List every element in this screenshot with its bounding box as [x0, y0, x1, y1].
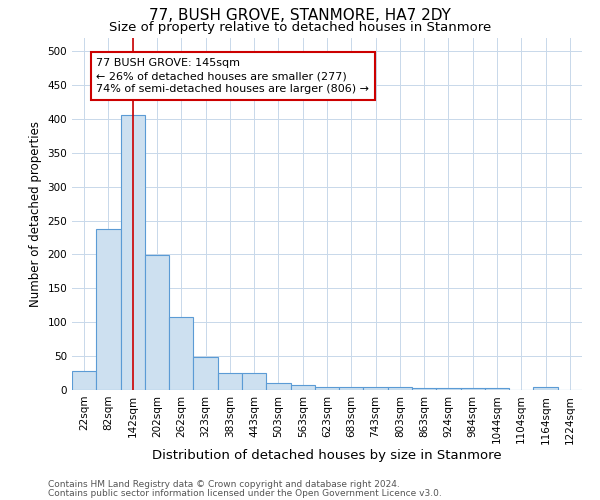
Bar	[388, 386, 412, 390]
Bar	[290, 384, 315, 390]
Bar	[72, 371, 96, 390]
Bar	[242, 373, 266, 390]
Bar	[533, 386, 558, 390]
Bar	[169, 318, 193, 390]
X-axis label: Distribution of detached houses by size in Stanmore: Distribution of detached houses by size …	[152, 449, 502, 462]
Text: Size of property relative to detached houses in Stanmore: Size of property relative to detached ho…	[109, 21, 491, 34]
Bar	[364, 386, 388, 390]
Text: 77 BUSH GROVE: 145sqm
← 26% of detached houses are smaller (277)
74% of semi-det: 77 BUSH GROVE: 145sqm ← 26% of detached …	[96, 58, 369, 94]
Bar	[339, 386, 364, 390]
Bar	[266, 382, 290, 390]
Bar	[412, 388, 436, 390]
Bar	[193, 358, 218, 390]
Bar	[315, 386, 339, 390]
Bar	[461, 388, 485, 390]
Y-axis label: Number of detached properties: Number of detached properties	[29, 120, 42, 306]
Bar	[436, 388, 461, 390]
Bar	[96, 228, 121, 390]
Text: Contains public sector information licensed under the Open Government Licence v3: Contains public sector information licen…	[48, 489, 442, 498]
Bar	[218, 373, 242, 390]
Bar	[485, 388, 509, 390]
Bar	[145, 255, 169, 390]
Text: 77, BUSH GROVE, STANMORE, HA7 2DY: 77, BUSH GROVE, STANMORE, HA7 2DY	[149, 8, 451, 22]
Text: Contains HM Land Registry data © Crown copyright and database right 2024.: Contains HM Land Registry data © Crown c…	[48, 480, 400, 489]
Bar	[121, 116, 145, 390]
